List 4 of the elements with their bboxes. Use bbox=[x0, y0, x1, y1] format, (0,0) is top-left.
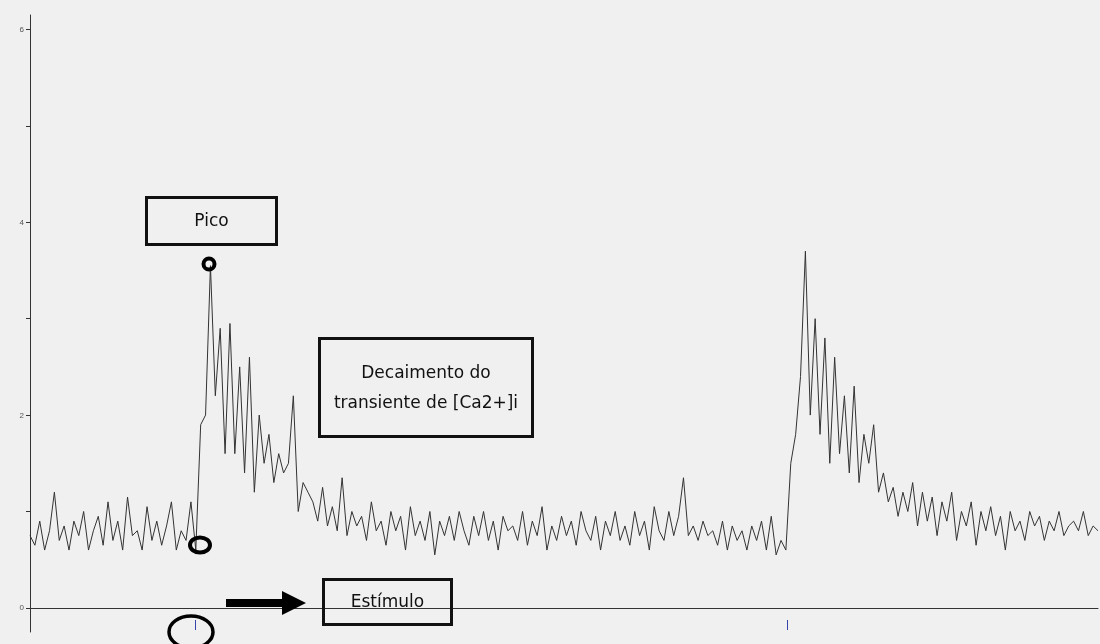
y-tick-label: 2 bbox=[19, 410, 25, 420]
y-tick-label: 4 bbox=[19, 217, 25, 227]
y-tick-label: 6 bbox=[19, 24, 25, 34]
y-tick-label: 0 bbox=[19, 603, 25, 613]
